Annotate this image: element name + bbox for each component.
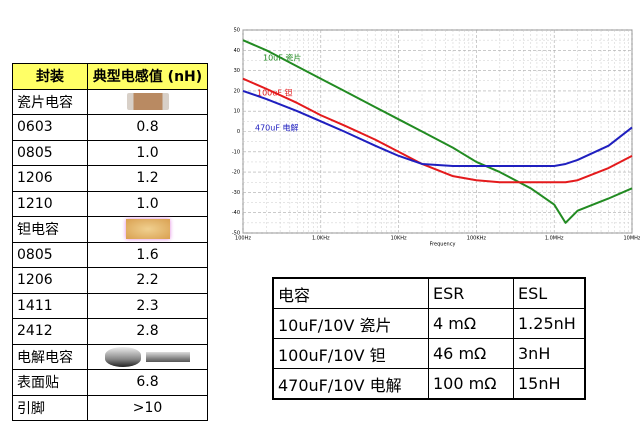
- cell: 0603: [12, 114, 88, 141]
- electrolytic-capacitor-image: [145, 351, 190, 362]
- series-line: [242, 39, 633, 224]
- cell: 1.0: [87, 139, 208, 166]
- cell: 2.3: [87, 292, 208, 319]
- cell: >10: [87, 394, 208, 421]
- header-cell: 典型电感值 (nH): [87, 63, 208, 90]
- cell: 15nH: [513, 368, 586, 400]
- y-tick-label: 0: [237, 129, 240, 135]
- image-cell: [87, 343, 208, 370]
- cell: 10uF/10V 瓷片: [272, 308, 429, 339]
- tantalum-capacitor-image: [125, 219, 170, 240]
- cell: 1.2: [87, 165, 208, 192]
- cell: 2.2: [87, 267, 208, 294]
- cell: 46 mΩ: [428, 338, 514, 369]
- cell: 表面贴: [12, 369, 88, 396]
- y-tick-label: 50: [234, 28, 240, 34]
- cell: 1411: [12, 292, 88, 319]
- x-tick-label: 100KHz: [467, 236, 487, 242]
- header-cell: 封装: [12, 63, 88, 90]
- image-cell: [87, 216, 208, 243]
- x-tick-label: 10KHz: [391, 236, 407, 242]
- x-tick-label: 100Hz: [235, 236, 251, 242]
- y-tick-label: -10: [232, 149, 240, 155]
- cell: 4 mΩ: [428, 308, 514, 339]
- cell: 0805: [12, 241, 88, 268]
- cell: 1206: [12, 267, 88, 294]
- plot-area: [242, 29, 633, 234]
- cell: 2.8: [87, 318, 208, 345]
- cell: 0805: [12, 139, 88, 166]
- inductance-table: 封装 典型电感值 (nH) 瓷片电容 0603 0.8 0805 1.0 1206 1.…: [12, 63, 208, 421]
- y-tick-label: 10: [234, 109, 240, 115]
- y-tick-label: 30: [234, 68, 240, 74]
- header-cell: ESL: [513, 277, 586, 309]
- cell: 100 mΩ: [428, 368, 514, 400]
- esr-table: 电容 ESR ESL 10uF/10V 瓷片 4 mΩ 1.25nH 100uF/10V…: [272, 277, 586, 400]
- cell: 1.0: [87, 190, 208, 217]
- x-tick-label: 1.0MHz: [545, 236, 564, 242]
- ceramic-capacitor-image: [126, 93, 169, 111]
- x-tick-label: 10MHz: [623, 236, 640, 242]
- series-label: 100uF 钽: [257, 88, 292, 98]
- cell: 瓷片电容: [12, 88, 88, 115]
- y-tick-label: 20: [234, 88, 240, 94]
- cell: 3nH: [513, 338, 586, 369]
- y-tick-label: 40: [234, 48, 240, 54]
- x-axis-label: Frequency: [430, 242, 456, 248]
- y-tick-label: -40: [232, 210, 240, 216]
- series-label: 470uF 电解: [255, 123, 298, 133]
- cell: 钽电容: [12, 216, 88, 243]
- cell: 1206: [12, 165, 88, 192]
- x-tick-label: 1.0KHz: [312, 236, 330, 242]
- y-tick-label: -20: [232, 170, 240, 176]
- cell: 0.8: [87, 114, 208, 141]
- series-label: 10uF 瓷片: [263, 53, 301, 63]
- image-cell: [87, 88, 208, 115]
- series-line: [242, 89, 633, 168]
- y-tick-label: -30: [232, 190, 240, 196]
- cell: 1.25nH: [513, 308, 586, 339]
- cell: 引脚: [12, 394, 88, 421]
- cell: 2412: [12, 318, 88, 345]
- electrolytic-capacitor-image: [105, 346, 142, 367]
- y-tick-label: -50: [232, 231, 240, 237]
- cell: 1210: [12, 190, 88, 217]
- cell: 6.8: [87, 369, 208, 396]
- cell: 470uF/10V 电解: [272, 368, 429, 400]
- header-cell: ESR: [428, 277, 514, 309]
- cell: 1.6: [87, 241, 208, 268]
- cell: 电解电容: [12, 343, 88, 370]
- series-line: [242, 77, 633, 184]
- cell: 100uF/10V 钽: [272, 338, 429, 369]
- header-cell: 电容: [272, 277, 429, 309]
